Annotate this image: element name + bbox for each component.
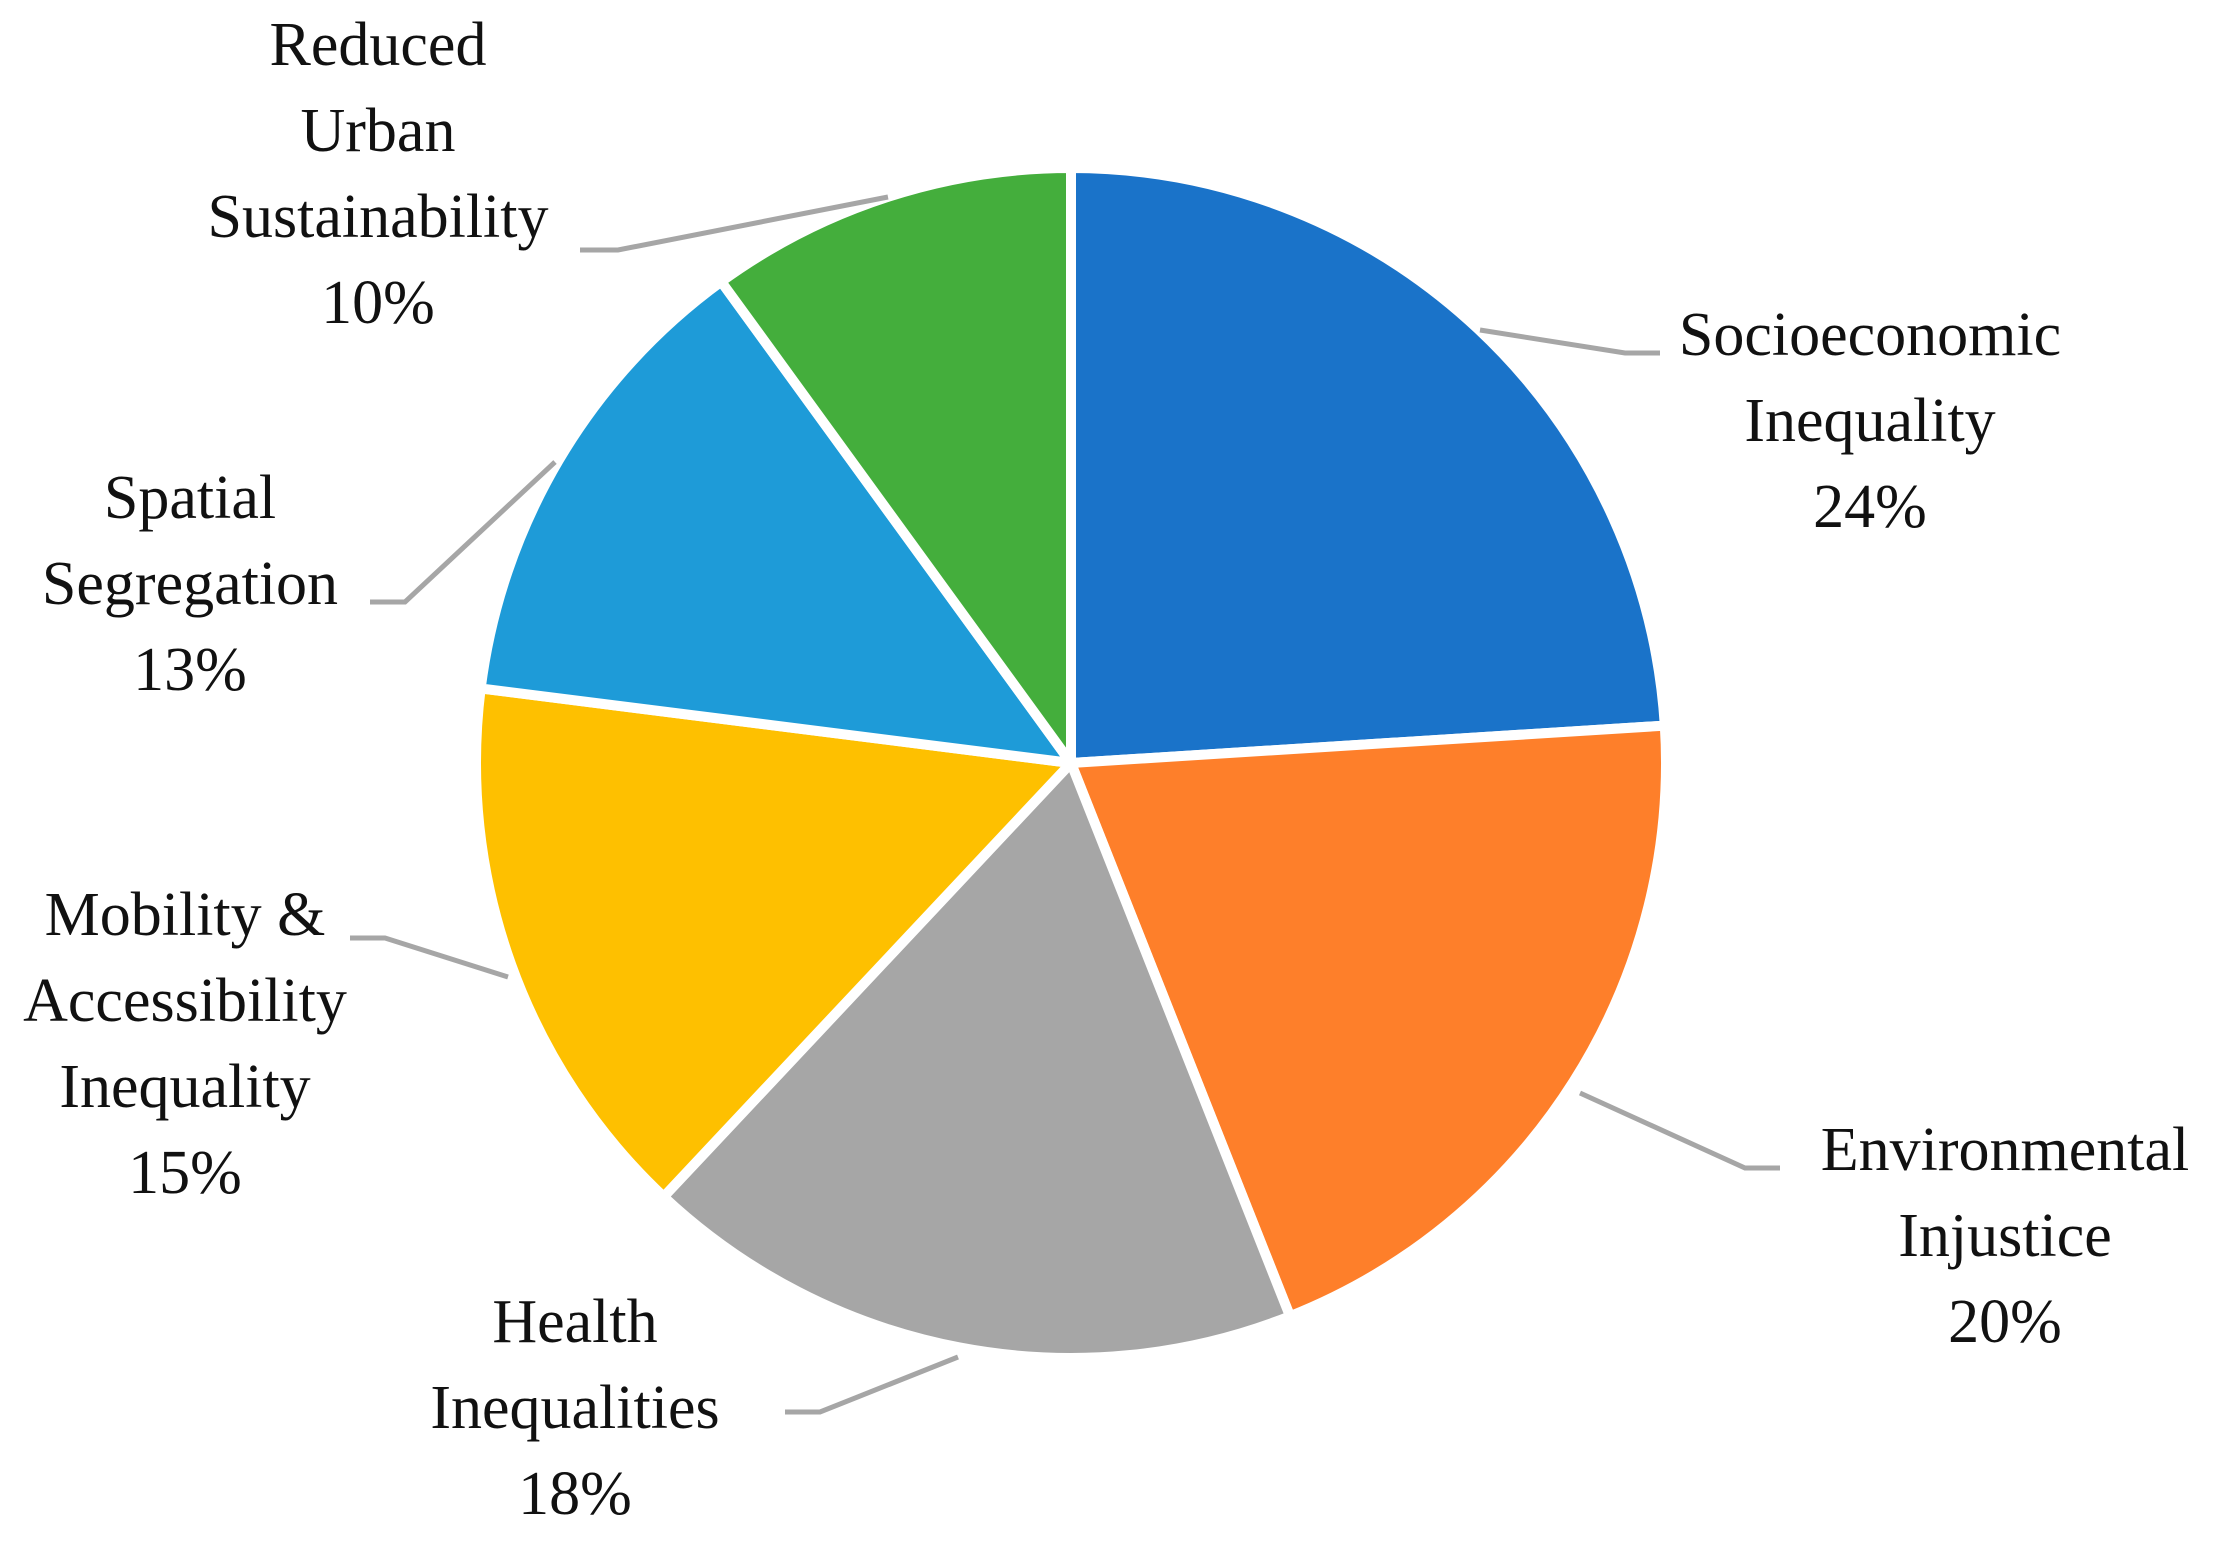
slice-percent-label: 13% bbox=[133, 636, 247, 704]
leader-line-socioeconomic-inequality bbox=[1479, 327, 1660, 356]
slice-name-line: Accessibility bbox=[23, 967, 347, 1035]
leader-line-spatial-segregation bbox=[370, 460, 557, 605]
slice-percent-label: 20% bbox=[1948, 1288, 2062, 1356]
slice-label-spatial-segregation: Spatial Segregation 13% bbox=[42, 464, 338, 704]
leader-line-reduced-urban-sustainability bbox=[580, 194, 889, 253]
slice-name-line: Sustainability bbox=[208, 183, 549, 251]
slice-name-line: Reduced bbox=[270, 11, 487, 79]
slice-percent-label: 10% bbox=[321, 269, 435, 337]
leader-line-health-inequalities bbox=[785, 1354, 959, 1415]
slice-label-reduced-urban-sustainability: Reduced Urban Sustainability 10% bbox=[208, 11, 549, 337]
slice-name-line: Health bbox=[492, 1288, 657, 1356]
slice-name-line: Segregation bbox=[42, 550, 338, 618]
slice-name-line: Inequality bbox=[1744, 387, 1995, 455]
slice-name-line: Inequality bbox=[59, 1053, 310, 1121]
pie-slice-socioeconomic-inequality bbox=[1066, 163, 1670, 768]
slice-label-environmental-injustice: Environmental Injustice 20% bbox=[1821, 1116, 2189, 1356]
slice-name-line: Inequalities bbox=[430, 1374, 719, 1442]
slice-percent-label: 24% bbox=[1813, 473, 1927, 541]
slice-name-line: Socioeconomic bbox=[1679, 301, 2061, 369]
slice-label-mobility-accessibility-inequality: Mobility & Accessibility Inequality 15% bbox=[23, 881, 347, 1207]
slice-label-health-inequalities: Health Inequalities 18% bbox=[430, 1288, 719, 1528]
slice-label-socioeconomic-inequality: Socioeconomic Inequality 24% bbox=[1679, 301, 2061, 541]
slice-name-line: Environmental bbox=[1821, 1116, 2189, 1184]
pie-slice-health-inequalities bbox=[658, 758, 1296, 1363]
slice-name-line: Spatial bbox=[104, 464, 276, 532]
leader-lines bbox=[350, 194, 1780, 1415]
slice-percent-label: 18% bbox=[518, 1460, 632, 1528]
slice-percent-label: 15% bbox=[128, 1139, 242, 1207]
pie-slice-environmental-injustice bbox=[1066, 720, 1671, 1322]
slice-labels: Socioeconomic Inequality 24% Environmental I… bbox=[23, 11, 2189, 1528]
slice-name-line: Injustice bbox=[1898, 1202, 2112, 1270]
pie-slice-spatial-segregation bbox=[475, 276, 1076, 768]
leader-line-mobility-accessibility-inequality bbox=[350, 935, 509, 980]
pie-slice-mobility-accessibility-inequality bbox=[471, 683, 1076, 1202]
pie-slices bbox=[471, 163, 1671, 1363]
slice-name-line: Urban bbox=[301, 97, 456, 165]
leader-line-environmental-injustice bbox=[1578, 1090, 1780, 1171]
slice-name-line: Mobility & bbox=[45, 881, 326, 949]
